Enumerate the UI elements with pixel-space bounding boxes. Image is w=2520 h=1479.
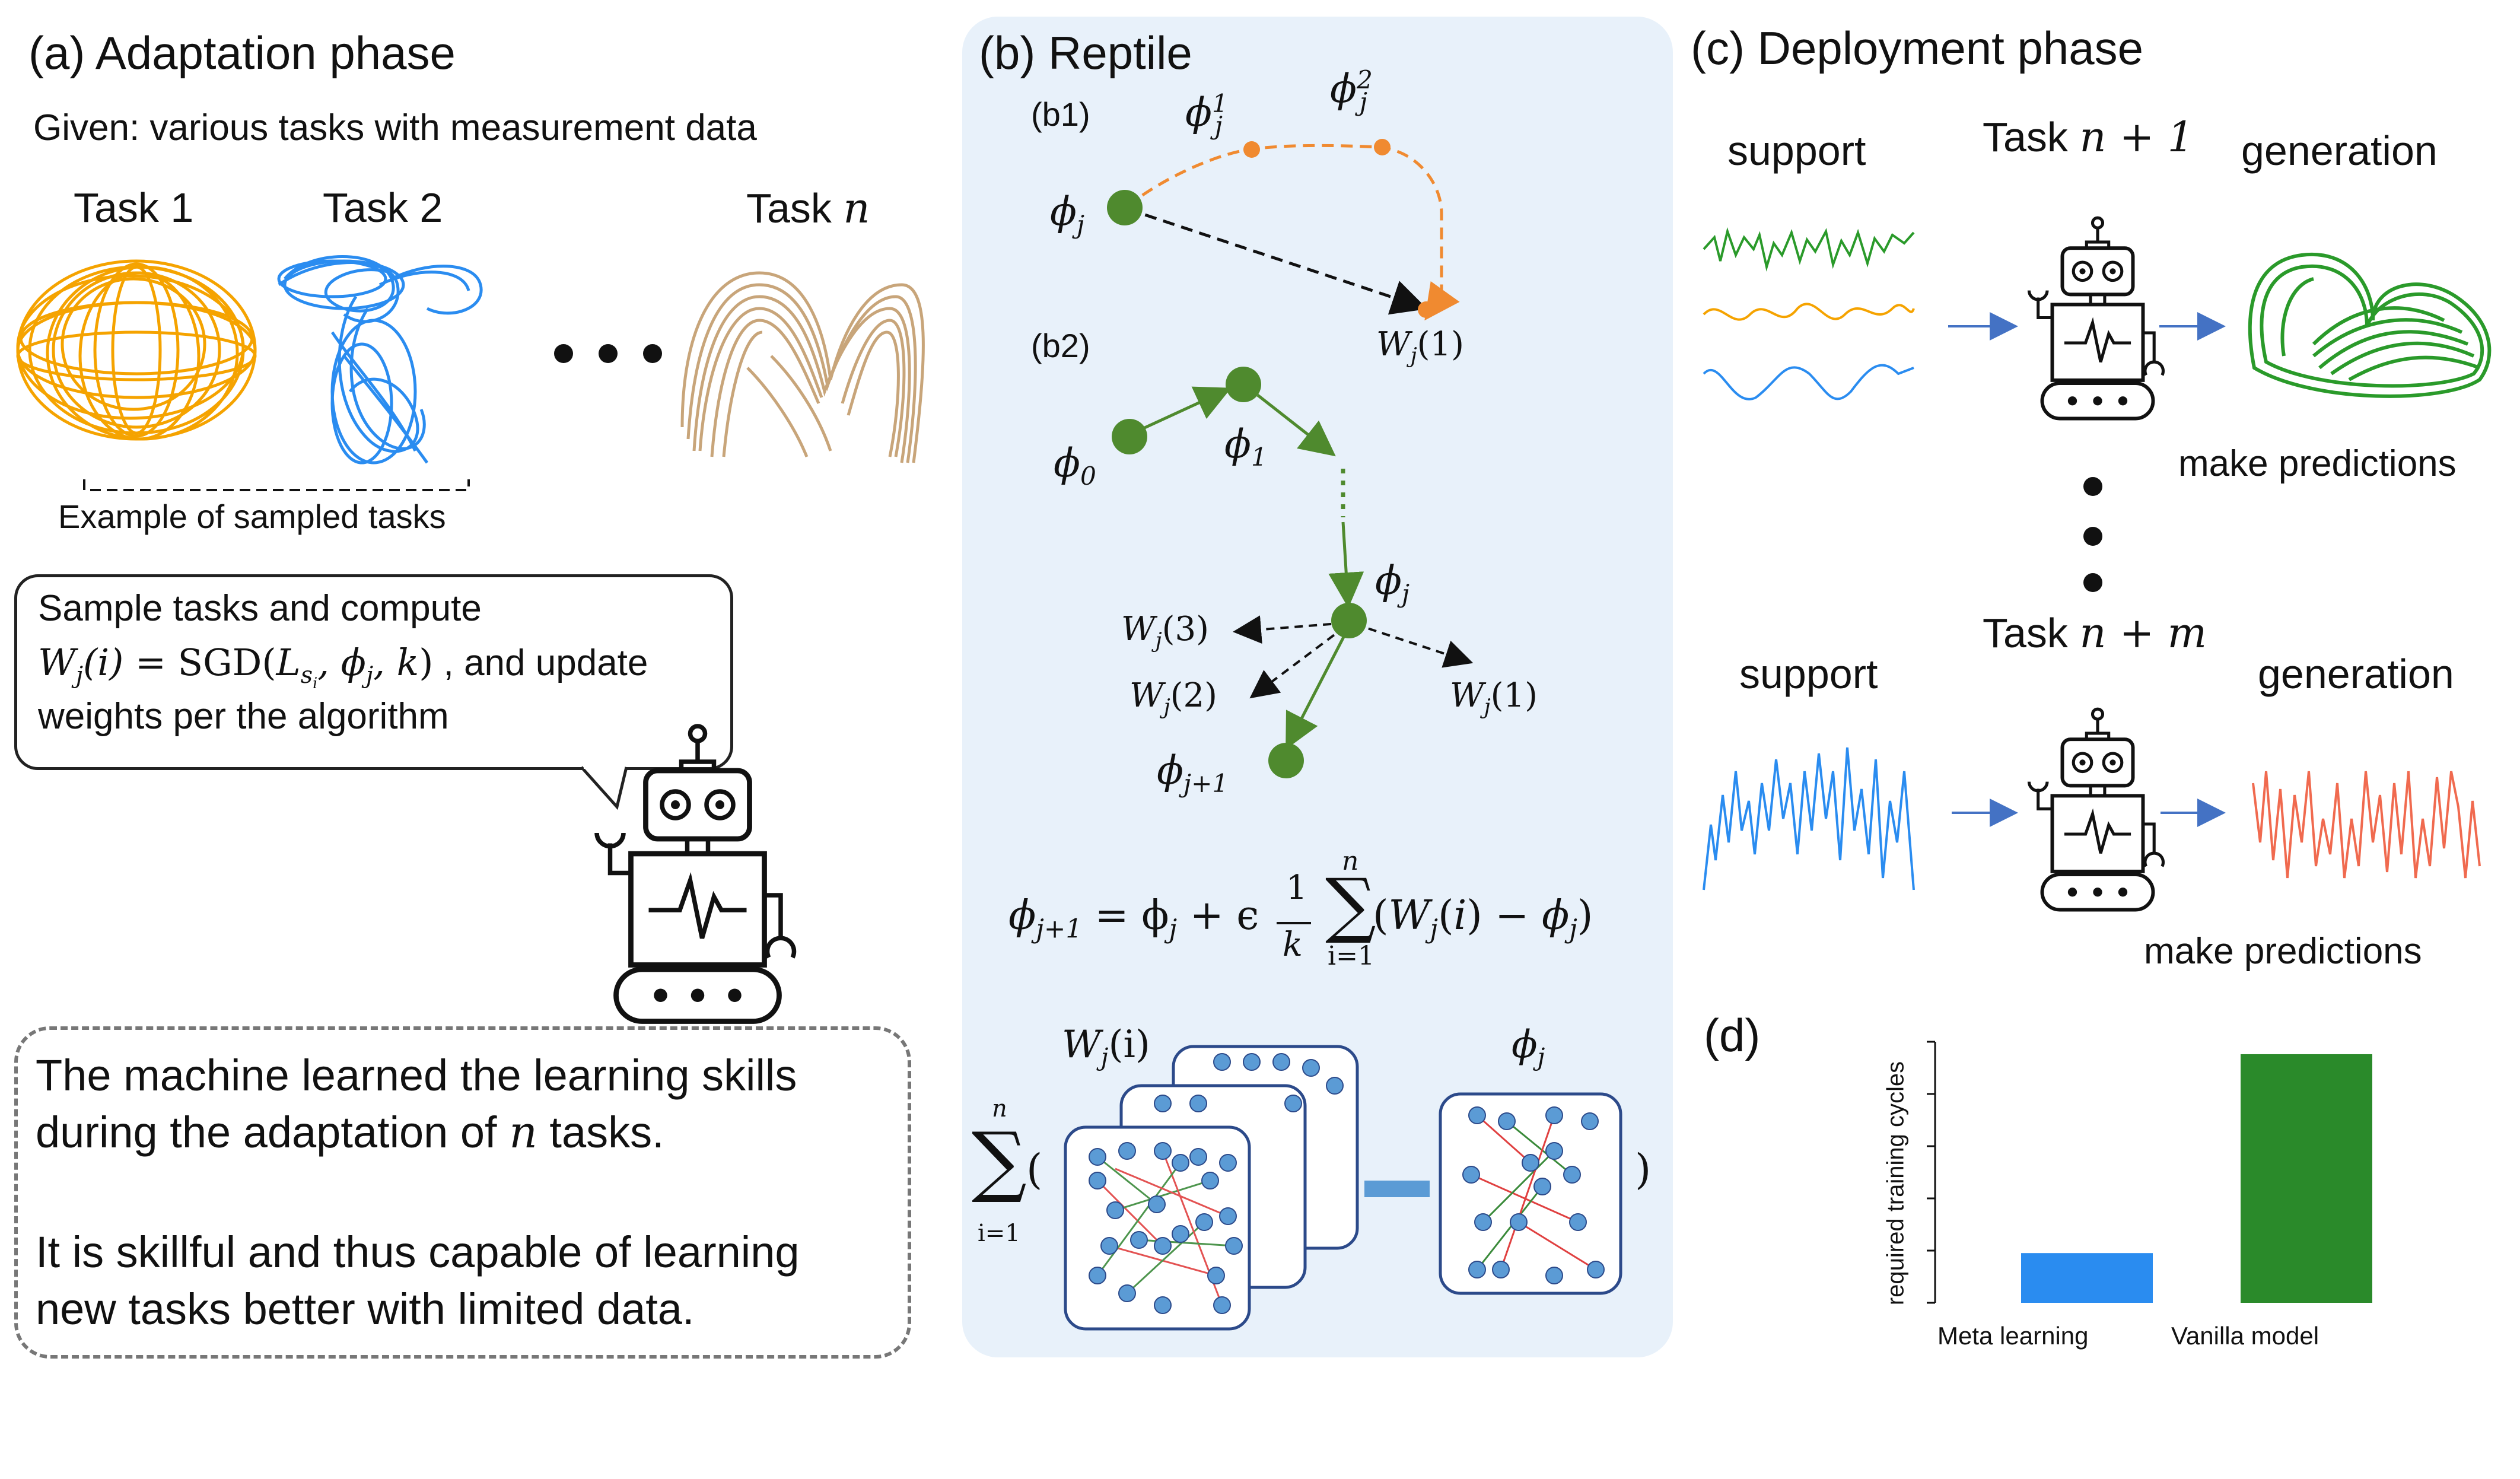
b1-node-phij1 [1243,141,1260,158]
support-signals-1 [1703,227,1915,400]
eq-frac-num: 1 [1286,869,1307,907]
bar-vanilla-model [2241,1054,2372,1303]
b2-node-phij [1331,603,1367,638]
given-text: Given: various tasks with measurement da… [33,107,757,148]
b1-node-phij2 [1374,139,1391,155]
support-signal-2 [1703,747,1915,890]
phi-0: ϕ0 [1054,440,1096,491]
panel-b-title: (b) Reptile [979,27,1192,79]
bar-label-vanilla: Vanilla model [2171,1322,2319,1350]
conclusion-line1: The machine learned the learning skills [36,1051,797,1100]
predictions-label-2: make predictions [2144,931,2422,972]
b2-label: (b2) [1031,327,1090,364]
task1-attractor [16,259,257,441]
b2-node-phij1 [1268,743,1304,778]
net-close-paren: ) [1635,1145,1652,1194]
net-phi-label: ϕj [1512,1023,1545,1071]
phi-j-1: ϕ1j [1185,89,1228,141]
w1-b2: Wj(1) [1450,676,1538,720]
phi-1: ϕ1 [1224,421,1267,472]
speech-bubble [14,574,733,770]
phi-j-2: ϕ2j [1330,65,1373,117]
w3-label: Wj(3) [1121,610,1209,653]
net-wi-label: Wj(i) [1062,1023,1150,1071]
b2-node-phi1 [1226,367,1261,402]
speech-tail [580,766,628,810]
eq-sum-bottom: i=1 [1328,941,1374,971]
panel-c-title: (c) Deployment phase [1691,22,2144,74]
taskn-label: Task n [746,184,870,233]
eq-frac-den: k [1283,925,1303,964]
sampled-caption: Example of sampled tasks [58,498,446,535]
reptile-update-equation: ϕj+1 = ϕj + ϵ [1008,892,1259,944]
speech-line2: Wj(i) = SGD(Lsi, ϕj, k) , and update [38,641,648,692]
robot-deploy-2 [2029,709,2163,909]
panel-d-label: (d) [1704,1009,1761,1061]
conclusion-line4: new tasks better with limited data. [36,1284,695,1334]
phi-j1-b2: ϕj+1 [1157,748,1229,799]
eq-body: (Wj(i) − ϕj) [1373,892,1593,944]
task2-label: Task 2 [323,185,443,231]
task-n1-label: Task n + 1 [1983,113,2194,161]
speech-line3: weights per the algorithm [38,696,449,737]
robot-deploy-1 [2029,218,2163,418]
net-open-paren: ( [1026,1145,1043,1194]
task-nm-label: Task n + m [1983,609,2207,657]
eq-sum-top: n [1342,846,1359,876]
ellipsis-dots [554,344,662,363]
generation-signal-2 [2252,771,2481,879]
generation-attractor-1 [2248,252,2492,398]
b1-label: (b1) [1031,96,1090,133]
taskn-attractor [680,271,925,463]
panel-a-title: (a) Adaptation phase [28,27,456,79]
training-cycles-chart [1927,1041,2372,1304]
support-label-1: support [1727,128,1866,174]
bar-meta-learning [2021,1253,2153,1303]
b1-orange-path [1126,144,1443,297]
w1-b1: Wj(1) [1376,325,1464,368]
b1-node-w1 [1418,301,1434,318]
bar-label-meta: Meta learning [1937,1322,2089,1350]
network-stack [1064,1045,1359,1331]
conclusion-line2: during the adaptation of n tasks. [36,1107,664,1158]
minus-bar [1364,1181,1430,1197]
sampled-bracket [83,479,470,491]
conclusion-line3: It is skillful and thus capable of learn… [36,1227,800,1277]
b1-node-phij [1107,190,1143,225]
phi-j-b1: ϕj [1050,189,1085,240]
task2-attractor [277,255,483,465]
task1-label: Task 1 [74,185,194,231]
predictions-label-1: make predictions [2178,443,2457,484]
phi-j-b2: ϕj [1375,558,1410,609]
generation-label-1: generation [2241,128,2438,174]
support-label-2: support [1739,651,1878,697]
w2-label: Wj(2) [1129,676,1217,720]
generation-label-2: generation [2258,651,2454,697]
net-sum-bottom: i=1 [978,1220,1020,1247]
conclusion-box [14,1026,911,1359]
network-phi [1439,1092,1622,1295]
net-sum-sign: ∑ [972,1115,1027,1206]
net-sum-top: n [992,1095,1007,1122]
b1-black-dashed-arrow [1127,207,1428,315]
vertical-dots [2083,477,2102,592]
b2-node-phi0 [1112,419,1147,454]
eq-sum-sign: ∑ [1325,864,1376,946]
speech-line1: Sample tasks and compute [38,588,482,629]
